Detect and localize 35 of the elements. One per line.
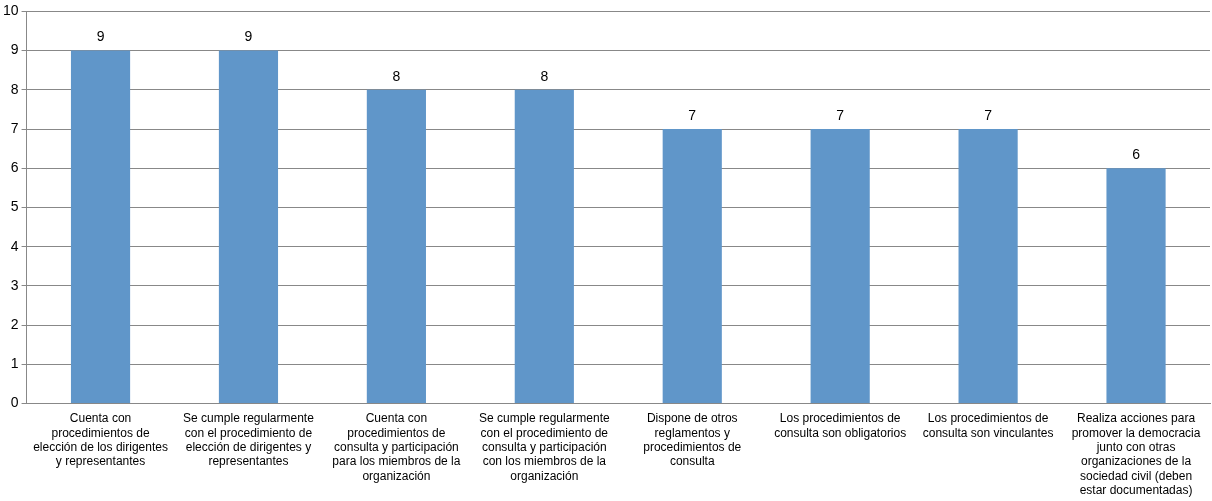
x-tick-label: Se cumple regularmente con el procedimiento de consulta y participación con los miembros de la organización	[478, 411, 611, 483]
y-tick-label: 5	[10, 198, 19, 215]
y-tick-label: 10	[2, 2, 19, 19]
data-label: 7	[836, 106, 845, 123]
x-tick-label: Los procedimientos de consulta son vinculantes	[922, 411, 1054, 440]
bar	[366, 89, 426, 404]
y-tick-label: 9	[10, 41, 19, 58]
bar	[662, 129, 722, 404]
bar	[218, 50, 279, 404]
data-label: 6	[1132, 146, 1141, 163]
data-label: 8	[392, 67, 401, 84]
y-tick-label: 8	[10, 80, 19, 97]
bar	[810, 129, 870, 404]
data-label: 7	[688, 106, 697, 123]
data-label: 9	[244, 28, 253, 45]
y-tick-label: 0	[10, 394, 19, 411]
y-tick-label: 3	[10, 276, 19, 293]
x-tick-label: Dispone de otros reglamentos y procedimientos de consulta	[643, 411, 742, 469]
bar	[958, 129, 1018, 404]
y-tick-label: 2	[10, 316, 19, 333]
bar	[70, 50, 131, 404]
x-tick-label: Realiza acciones para promover la democracia junto con otras organizaciones de la sociedad civil (deben estar documentadas)	[1071, 411, 1201, 498]
x-tick-label: Los procedimientos de consulta son obligatorios	[774, 411, 907, 440]
y-tick-label: 6	[10, 159, 19, 176]
data-label: 8	[540, 67, 549, 84]
data-label: 9	[96, 28, 105, 45]
bar	[514, 89, 574, 404]
x-tick-label: Cuenta con procedimientos de elección de los dirigentes y representantes	[33, 411, 168, 469]
x-tick-label: Se cumple regularmente con el procedimiento de elección de dirigentes y representantes	[183, 411, 315, 469]
bar	[1106, 168, 1166, 404]
data-label: 7	[984, 106, 993, 123]
y-tick-label: 4	[10, 237, 19, 254]
y-tick-label: 7	[10, 119, 19, 136]
x-tick-label: Cuenta con procedimientos de consulta y participación para los miembros de la organización	[332, 411, 461, 483]
y-tick-label: 1	[10, 355, 19, 372]
